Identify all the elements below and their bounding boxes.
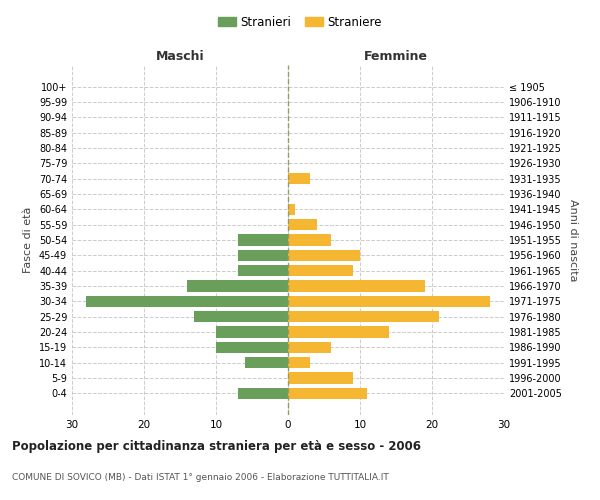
Bar [187,280,288,292]
Text: Popolazione per cittadinanza straniera per età e sesso - 2006: Popolazione per cittadinanza straniera p… [12,440,421,453]
Text: Maschi: Maschi [155,50,205,62]
Bar [238,265,288,276]
Bar [288,311,439,322]
Bar [245,357,288,368]
Legend: Stranieri, Straniere: Stranieri, Straniere [213,11,387,34]
Bar [194,311,288,322]
Bar [238,234,288,246]
Bar [288,357,310,368]
Bar [288,173,310,184]
Text: Femmine: Femmine [364,50,428,62]
Bar [288,234,331,246]
Bar [86,296,288,307]
Y-axis label: Anni di nascita: Anni di nascita [568,198,578,281]
Bar [238,250,288,261]
Bar [288,326,389,338]
Bar [288,219,317,230]
Bar [216,326,288,338]
Bar [288,372,353,384]
Bar [288,388,367,399]
Bar [288,280,425,292]
Bar [288,296,490,307]
Bar [238,388,288,399]
Bar [216,342,288,353]
Y-axis label: Fasce di età: Fasce di età [23,207,33,273]
Text: COMUNE DI SOVICO (MB) - Dati ISTAT 1° gennaio 2006 - Elaborazione TUTTITALIA.IT: COMUNE DI SOVICO (MB) - Dati ISTAT 1° ge… [12,473,389,482]
Bar [288,342,331,353]
Bar [288,265,353,276]
Bar [288,204,295,215]
Bar [288,250,360,261]
